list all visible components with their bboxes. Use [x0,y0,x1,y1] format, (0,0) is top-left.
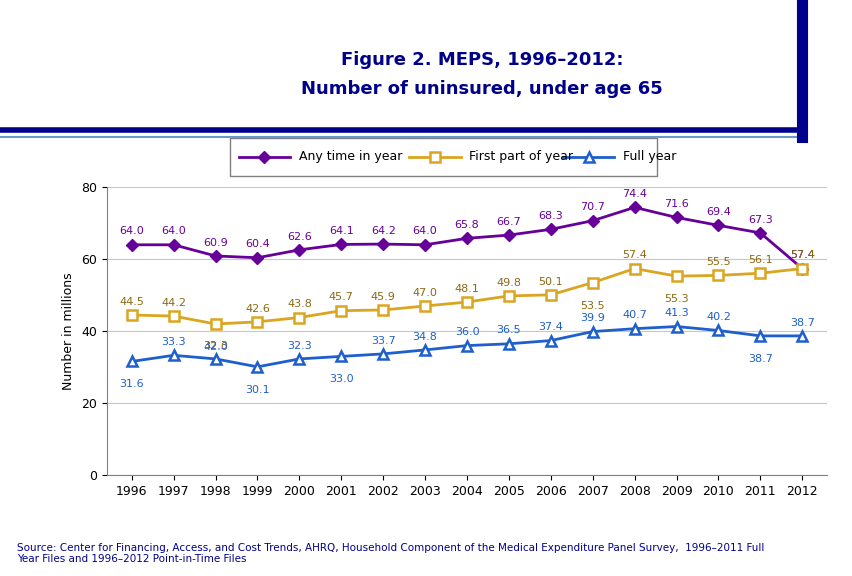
Text: 37.4: 37.4 [538,322,562,332]
Text: 33.7: 33.7 [371,336,395,346]
Text: 33.3: 33.3 [161,337,186,347]
Text: Source: Center for Financing, Access, and Cost Trends, AHRQ, Household Component: Source: Center for Financing, Access, an… [17,543,763,564]
Text: 42.0: 42.0 [203,342,227,352]
Text: 44.5: 44.5 [119,297,144,306]
Text: 57.4: 57.4 [621,250,647,260]
Text: 71.6: 71.6 [664,199,688,209]
Text: 55.3: 55.3 [664,294,688,304]
Text: 36.0: 36.0 [454,327,479,338]
Text: 40.2: 40.2 [705,312,730,322]
Text: 42.6: 42.6 [245,304,269,313]
Text: 65.8: 65.8 [454,220,479,230]
Text: Number of uninsured, under age 65: Number of uninsured, under age 65 [301,80,662,98]
Text: 38.7: 38.7 [747,354,772,364]
Text: 49.8: 49.8 [496,278,521,287]
Text: 45.9: 45.9 [371,291,395,302]
Text: 60.4: 60.4 [245,240,269,249]
Text: 43.8: 43.8 [286,299,312,309]
Text: 39.9: 39.9 [579,313,604,323]
Text: 64.0: 64.0 [412,226,437,237]
Text: 55.5: 55.5 [705,257,730,267]
Text: First part of year: First part of year [469,150,573,164]
Y-axis label: Number in millions: Number in millions [62,272,75,390]
Text: 31.6: 31.6 [119,380,144,389]
Text: 64.2: 64.2 [371,226,395,236]
Text: 57.4: 57.4 [789,250,814,260]
Text: 74.4: 74.4 [621,189,647,199]
Text: 62.6: 62.6 [286,232,311,241]
Text: 30.1: 30.1 [245,385,269,395]
Text: 67.3: 67.3 [747,215,772,225]
Text: 32.3: 32.3 [286,340,311,351]
Text: 69.4: 69.4 [705,207,730,217]
Text: 56.1: 56.1 [747,255,772,265]
Text: 64.1: 64.1 [329,226,354,236]
Text: 38.7: 38.7 [789,317,814,328]
Text: 34.8: 34.8 [412,332,437,342]
Text: 40.7: 40.7 [621,310,647,320]
Text: 68.3: 68.3 [538,211,562,221]
Text: 64.0: 64.0 [161,226,186,237]
FancyBboxPatch shape [230,138,656,176]
Text: 50.1: 50.1 [538,276,562,286]
Text: 60.9: 60.9 [203,238,227,248]
Text: 45.7: 45.7 [329,293,354,302]
Text: Any time in year: Any time in year [298,150,401,164]
Text: 70.7: 70.7 [579,202,604,213]
Text: 44.2: 44.2 [161,298,186,308]
Text: 48.1: 48.1 [454,284,479,294]
Text: 41.3: 41.3 [664,308,688,318]
Text: Figure 2. MEPS, 1996–2012:: Figure 2. MEPS, 1996–2012: [340,51,623,70]
Text: 53.5: 53.5 [579,301,604,310]
Text: 57.4: 57.4 [789,250,814,260]
Text: 32.3: 32.3 [203,340,227,351]
Text: 66.7: 66.7 [496,217,521,227]
Text: 36.5: 36.5 [496,325,521,335]
Text: Full year: Full year [622,150,676,164]
Text: 47.0: 47.0 [412,287,437,298]
Text: 64.0: 64.0 [119,226,144,237]
Text: 33.0: 33.0 [329,374,354,384]
